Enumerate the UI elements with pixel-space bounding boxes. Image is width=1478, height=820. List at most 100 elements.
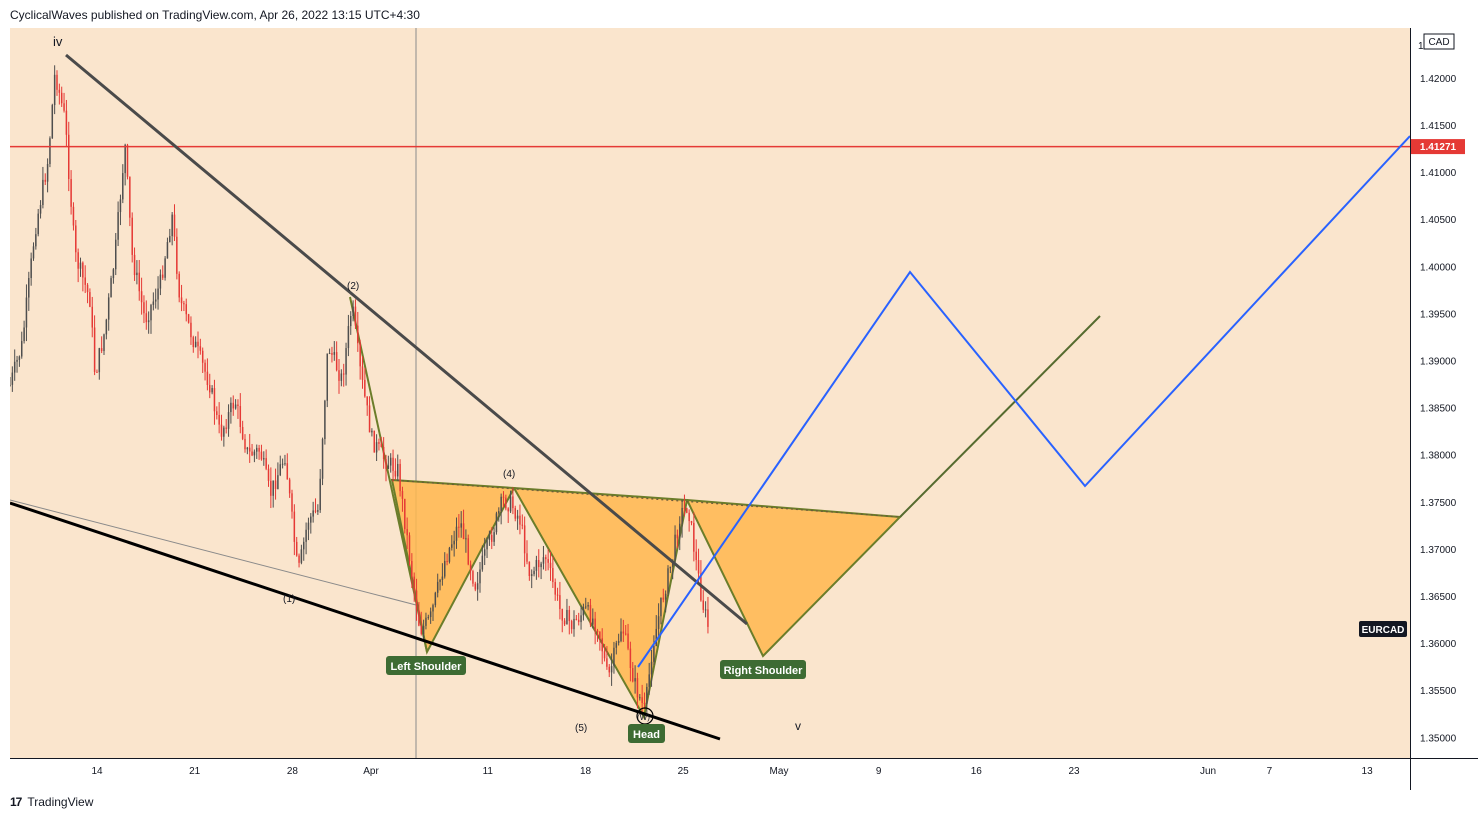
candle-body-136	[328, 353, 331, 355]
candle-body-129	[312, 510, 314, 517]
candle-body-135	[326, 353, 328, 401]
candle-body-116	[281, 463, 284, 465]
candle-body-76	[187, 314, 190, 323]
candle-body-286	[681, 507, 683, 524]
candle-body-256	[610, 666, 613, 673]
candle-body-134	[324, 400, 326, 440]
candle-body-70	[173, 214, 176, 237]
candle-body-207	[495, 513, 498, 533]
time-tick-9: 16	[971, 766, 983, 777]
candle-body-197	[472, 571, 474, 584]
candle-body-163	[392, 457, 394, 471]
candle-body-198	[474, 583, 477, 590]
candle-body-25	[68, 134, 70, 180]
candle-body-147	[354, 306, 357, 326]
price-tick-1: 1.41500	[1420, 121, 1457, 132]
candle-body-187	[448, 547, 451, 562]
candle-body-182	[436, 581, 439, 593]
candle-body-236	[563, 620, 566, 625]
candle-body-105	[256, 447, 258, 452]
price-tick-5: 1.39500	[1420, 309, 1457, 320]
candle-body-4	[18, 356, 21, 360]
candle-body-195	[467, 538, 469, 565]
candle-body-219	[523, 525, 526, 554]
candle-body-190	[455, 526, 458, 541]
candle-body-67	[166, 242, 169, 259]
candle-body-11	[35, 234, 37, 247]
candle-body-9	[30, 258, 32, 279]
candle-body-250	[596, 630, 599, 632]
candle-body-95	[232, 402, 234, 409]
candle-body-117	[284, 463, 286, 465]
candle-body-245	[585, 606, 587, 608]
candle-body-228	[545, 557, 547, 560]
candle-body-130	[314, 510, 317, 512]
candle-body-290	[690, 521, 693, 523]
price-tick-11: 1.36500	[1420, 592, 1457, 603]
candle-body-2	[13, 361, 16, 373]
candle-body-96	[234, 404, 237, 409]
time-tick-11: Jun	[1200, 766, 1216, 777]
candle-body-143	[345, 348, 347, 375]
candle-body-49	[124, 144, 126, 174]
price-axis[interactable]: 1.42000 1.41500 1.41000 1.40500 1.40000 1.395…	[1420, 74, 1457, 744]
support-line-thin	[10, 499, 417, 606]
svg-text:EURCAD: EURCAD	[1362, 625, 1405, 636]
candle-body-41	[105, 319, 108, 335]
price-tick-0: 1.42000	[1420, 74, 1457, 85]
candle-body-242	[577, 619, 580, 623]
candles	[10, 65, 709, 717]
projection-blue	[637, 135, 1410, 668]
candle-body-146	[352, 306, 354, 316]
candle-body-47	[119, 199, 122, 213]
time-axis[interactable]: 14 21 28 Apr 11 18 25 May 9 16 23 Jun 7 13	[91, 766, 1373, 777]
candle-body-16	[46, 164, 49, 182]
candle-body-212	[507, 508, 509, 512]
candle-body-21	[58, 89, 61, 93]
candle-body-44	[112, 269, 115, 279]
price-tick-2: 1.41000	[1420, 168, 1457, 179]
candle-body-74	[183, 303, 185, 305]
candle-body-42	[107, 297, 110, 320]
label-head: Head	[628, 724, 665, 743]
candle-body-194	[465, 538, 467, 540]
price-chart[interactable]: iv (2) (1) (4) (5) (W) v Left Shoulder H…	[0, 0, 1478, 790]
candle-body-183	[439, 579, 441, 582]
candle-body-109	[265, 458, 267, 469]
candle-body-238	[568, 609, 571, 622]
candle-body-233	[556, 594, 559, 596]
candle-body-77	[190, 322, 192, 338]
candle-body-54	[136, 272, 138, 276]
candle-body-175	[420, 625, 422, 634]
candle-body-269	[641, 697, 643, 703]
tradingview-logo-icon: 17	[10, 795, 22, 809]
candle-body-78	[192, 337, 195, 348]
candle-body-59	[147, 320, 150, 323]
candle-body-114	[277, 475, 279, 490]
time-tick-10: 23	[1068, 766, 1080, 777]
candle-body-240	[573, 618, 575, 630]
candle-body-13	[39, 205, 42, 214]
wave-label-1: (1)	[283, 594, 295, 605]
candle-body-22	[60, 92, 63, 104]
candle-body-85	[209, 385, 211, 393]
candle-body-295	[702, 600, 704, 610]
candle-body-271	[646, 686, 648, 705]
wave-label-2: (2)	[347, 281, 359, 292]
candle-body-69	[171, 214, 173, 237]
candle-body-252	[601, 638, 603, 652]
candle-body-255	[608, 666, 610, 673]
candle-body-196	[469, 564, 472, 572]
candle-body-211	[505, 497, 507, 509]
candle-body-204	[488, 534, 491, 540]
candle-body-31	[82, 262, 84, 278]
candle-body-106	[258, 447, 260, 452]
candle-body-221	[528, 561, 531, 577]
candle-body-248	[592, 618, 594, 625]
candle-body-220	[526, 553, 528, 562]
price-tick-10: 1.37000	[1420, 545, 1457, 556]
candle-body-251	[599, 631, 601, 639]
time-tick-7: May	[770, 766, 789, 777]
candle-body-15	[44, 179, 46, 182]
price-tick-3: 1.40500	[1420, 215, 1457, 226]
